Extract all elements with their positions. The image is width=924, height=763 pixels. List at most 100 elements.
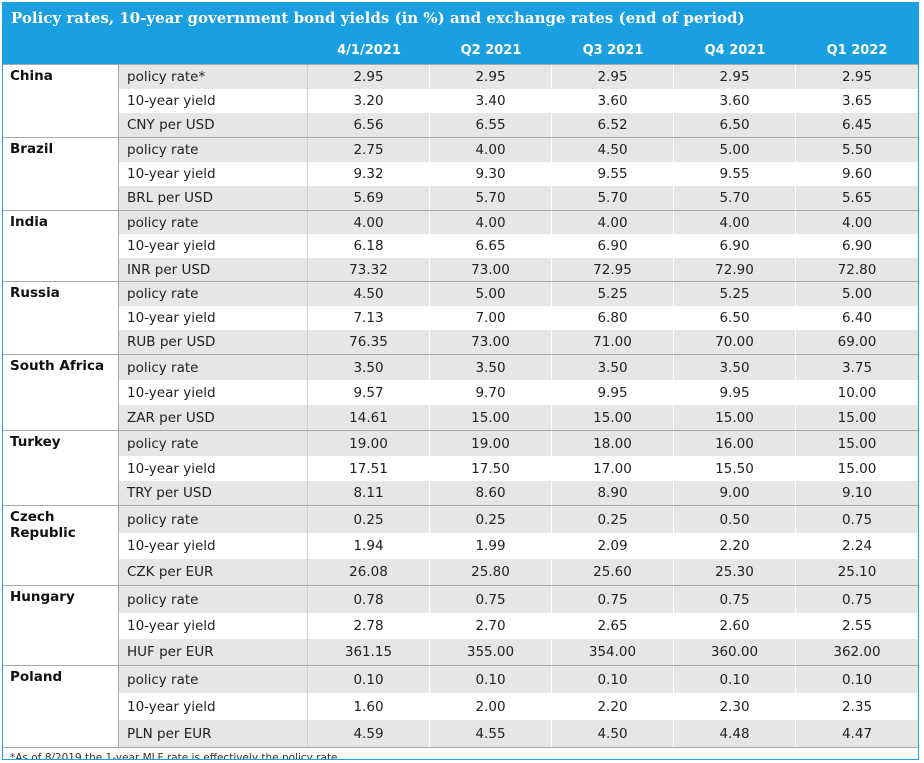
table-cell: 72.90 (674, 258, 796, 281)
row-label: policy rate (119, 666, 308, 693)
table-cell: 5.69 (308, 186, 430, 210)
row-label: policy rate (119, 355, 308, 380)
table-cell: 6.55 (430, 113, 552, 137)
table-cell: 3.50 (674, 355, 796, 380)
country-group: India policy rate 4.00 4.00 4.00 4.00 4.00 10-y… (3, 210, 918, 281)
table-cell: 1.60 (308, 693, 430, 720)
country-group: Turkey policy rate 19.00 19.00 18.00 16.00 15.… (3, 430, 918, 505)
table-cell: 6.56 (308, 113, 430, 137)
table-cell: 71.00 (552, 330, 674, 354)
table-cell: 2.55 (841, 618, 873, 634)
table-row: 10-year yield 7.13 7.00 6.80 6.50 6.40 (119, 306, 918, 330)
table-cell: 9.95 (552, 380, 674, 405)
country-group: China policy rate* 2.95 2.95 2.95 2.95 2.95 10-… (3, 64, 918, 137)
table-cell: 2.75 (308, 138, 430, 162)
table-row: 10-year yield 9.57 9.70 9.95 9.95 10.00 (119, 380, 918, 405)
table-cell: 0.10 (841, 671, 873, 688)
table-cell: 2.20 (674, 533, 796, 559)
row-label: 10-year yield (119, 613, 308, 639)
table-cell: 2.00 (430, 693, 552, 720)
row-label: policy rate (119, 282, 308, 306)
table-cell: 8.90 (552, 481, 674, 505)
table-cell: 9.30 (430, 162, 552, 186)
table-cell: 355.00 (430, 639, 552, 665)
table-row: policy rate 0.78 0.75 0.75 0.75 0.75 (119, 586, 918, 613)
row-label: policy rate (119, 211, 308, 234)
table-cell: 2.95 (674, 65, 796, 89)
row-label: policy rate* (119, 65, 308, 89)
table-cell: 2.95 (841, 69, 873, 85)
row-label: 10-year yield (119, 380, 308, 405)
table-cell: 361.15 (308, 639, 430, 665)
table-row: policy rate 2.75 4.00 4.50 5.00 5.50 (119, 138, 918, 162)
table-cell: 72.80 (837, 261, 877, 278)
table-cell: 17.51 (308, 456, 430, 481)
table-cell: 14.61 (308, 405, 430, 430)
table-cell: 2.20 (552, 693, 674, 720)
table-row: 10-year yield 17.51 17.50 17.00 15.50 15.00 (119, 456, 918, 481)
table-cell: 25.30 (674, 559, 796, 585)
table-cell: 4.50 (552, 138, 674, 162)
table-row: TRY per USD 8.11 8.60 8.90 9.00 9.10 (119, 481, 918, 505)
table-cell: 10.00 (837, 384, 877, 401)
table-cell: 69.00 (837, 334, 877, 350)
table-cell: 7.00 (430, 306, 552, 330)
table-cell: 9.60 (841, 166, 873, 182)
country-name: Turkey (3, 431, 119, 505)
country-name: Russia (3, 282, 119, 354)
table-cell: 0.75 (430, 586, 552, 613)
table-cell: 3.20 (308, 89, 430, 113)
row-label: 10-year yield (119, 306, 308, 330)
table-cell: 5.65 (841, 190, 873, 206)
table-row: HUF per EUR 361.15 355.00 354.00 360.00 362.0… (119, 639, 918, 665)
table-row: 10-year yield 1.94 1.99 2.09 2.20 2.24 (119, 533, 918, 559)
row-label: ZAR per USD (119, 405, 308, 430)
table-cell: 9.55 (674, 162, 796, 186)
column-header: Q1 2022 (826, 43, 888, 58)
table-row: CNY per USD 6.56 6.55 6.52 6.50 6.45 (119, 113, 918, 137)
table-cell: 16.00 (674, 431, 796, 456)
table-cell: 6.65 (430, 234, 552, 258)
table-row: policy rate 4.50 5.00 5.25 5.25 5.00 (119, 282, 918, 306)
table-row: 10-year yield 9.32 9.30 9.55 9.55 9.60 (119, 162, 918, 186)
table-cell: 4.50 (308, 282, 430, 306)
table-row: 10-year yield 6.18 6.65 6.90 6.90 6.90 (119, 234, 918, 258)
table-cell: 3.75 (841, 359, 873, 376)
table-cell: 0.75 (841, 511, 873, 528)
country-name: India (3, 211, 119, 281)
table-cell: 25.60 (552, 559, 674, 585)
row-label: CZK per EUR (119, 559, 308, 585)
table-row: policy rate 0.25 0.25 0.25 0.50 0.75 (119, 506, 918, 533)
table-cell: 6.40 (841, 310, 873, 326)
table-cell: 3.60 (552, 89, 674, 113)
country-group: South Africa policy rate 3.50 3.50 3.50 3.50 3… (3, 354, 918, 430)
table-cell: 17.50 (430, 456, 552, 481)
table-title: Policy rates, 10-year government bond yi… (11, 9, 745, 27)
row-label: RUB per USD (119, 330, 308, 354)
table-cell: 0.25 (308, 506, 430, 533)
table-row: CZK per EUR 26.08 25.80 25.60 25.30 25.10 (119, 559, 918, 585)
table-cell: 0.10 (674, 666, 796, 693)
table-cell: 2.24 (841, 538, 873, 554)
country-name: Czech Republic (3, 506, 119, 585)
table-row: ZAR per USD 14.61 15.00 15.00 15.00 15.00 (119, 405, 918, 430)
table-row: 10-year yield 1.60 2.00 2.20 2.30 2.35 (119, 693, 918, 720)
table-cell: 2.30 (674, 693, 796, 720)
row-label: 10-year yield (119, 234, 308, 258)
table-cell: 1.99 (430, 533, 552, 559)
table-cell: 73.32 (308, 258, 430, 281)
table-cell: 2.60 (674, 613, 796, 639)
table-cell: 5.70 (674, 186, 796, 210)
table-cell: 3.65 (841, 93, 873, 109)
table-cell: 17.00 (552, 456, 674, 481)
table-cell: 6.80 (552, 306, 674, 330)
table-cell: 76.35 (308, 330, 430, 354)
table-cell: 9.10 (841, 485, 873, 501)
table-cell: 72.95 (552, 258, 674, 281)
table-cell: 9.57 (308, 380, 430, 405)
table-cell: 0.25 (552, 506, 674, 533)
column-header: 4/1/2021 (337, 43, 401, 58)
table-cell: 4.00 (674, 211, 796, 234)
table-cell: 6.50 (674, 306, 796, 330)
